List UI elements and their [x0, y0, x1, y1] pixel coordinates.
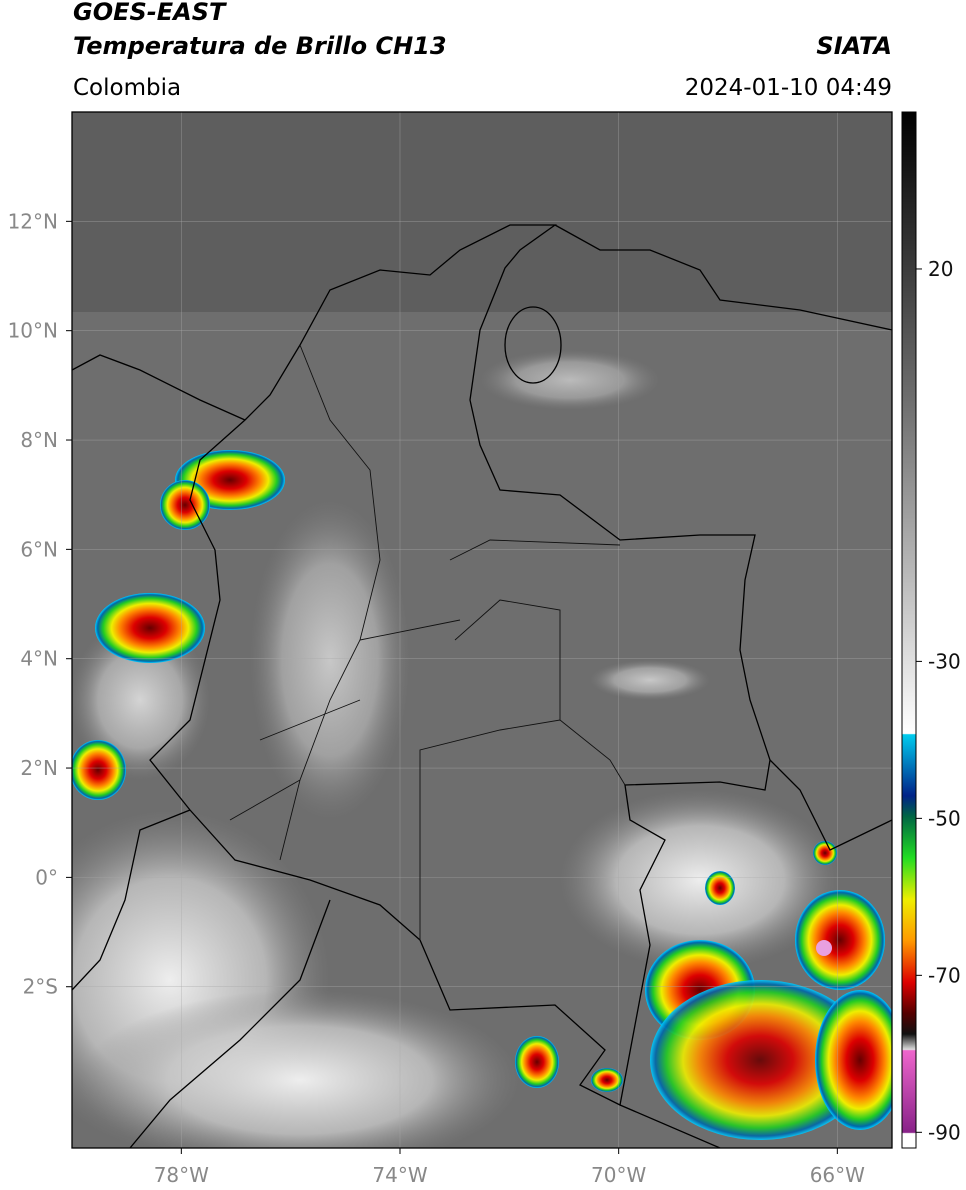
y-tick-label: 2°N	[20, 756, 58, 780]
source: SIATA	[816, 32, 892, 60]
colorbar-tick-label: 20	[928, 257, 953, 281]
x-tick-label: 70°W	[591, 1163, 646, 1187]
y-tick-label: 8°N	[20, 428, 58, 452]
y-tick-label: 6°N	[20, 537, 58, 561]
subtitle: Temperatura de Brillo CH13	[73, 32, 447, 60]
x-tick-label: 66°W	[810, 1163, 865, 1187]
colorbar-tick-label: -50	[928, 806, 961, 830]
y-tick-label: 10°N	[8, 319, 58, 343]
colorbar-tick-label: -70	[928, 963, 961, 987]
map-image	[72, 112, 892, 1148]
title: GOES-EAST	[73, 0, 227, 26]
y-tick-label: 0°	[35, 865, 58, 889]
region: Colombia	[73, 75, 181, 101]
map-frame	[71, 111, 893, 1149]
colorbar-tick-label: -30	[928, 649, 961, 673]
y-tick-label: 2°S	[23, 975, 58, 999]
y-tick-label: 4°N	[20, 647, 58, 671]
y-tick-label: 12°N	[8, 209, 58, 233]
colorbar	[901, 111, 917, 1149]
colorbar-tick-label: -90	[928, 1120, 961, 1144]
x-tick-label: 74°W	[372, 1163, 427, 1187]
timestamp: 2024-01-10 04:49	[685, 75, 892, 101]
x-tick-label: 78°W	[154, 1163, 209, 1187]
